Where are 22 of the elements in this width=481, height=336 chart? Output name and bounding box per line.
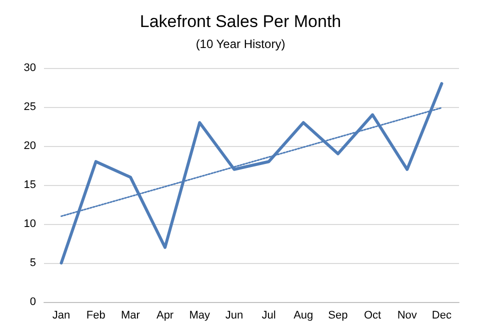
y-tick-label: 20: [24, 140, 36, 152]
x-tick-label: Jul: [262, 310, 276, 322]
x-tick-label: Oct: [364, 310, 382, 322]
y-tick-label: 15: [24, 179, 36, 191]
x-tick-label: Feb: [86, 310, 106, 322]
x-tick-label: May: [189, 310, 211, 322]
x-tick-label: Jan: [52, 310, 70, 322]
line-series: [60, 82, 444, 264]
y-tick-label: 10: [24, 218, 36, 230]
y-tick-label: 25: [24, 101, 36, 113]
x-tick-label: Jun: [225, 310, 244, 322]
y-tick-label: 0: [30, 296, 36, 308]
chart-title: Lakefront Sales Per Month: [140, 12, 342, 31]
x-tick-label: Aug: [294, 310, 314, 322]
chart-subtitle: (10 Year History): [196, 37, 286, 51]
y-tick-label: 30: [24, 62, 36, 74]
x-tick-label: Dec: [432, 310, 452, 322]
x-tick-label: Apr: [156, 310, 174, 322]
y-tick-label: 5: [30, 257, 36, 269]
x-tick-label: Mar: [120, 310, 140, 322]
x-tick-label: Sep: [328, 310, 348, 322]
x-tick-label: Nov: [397, 310, 418, 322]
